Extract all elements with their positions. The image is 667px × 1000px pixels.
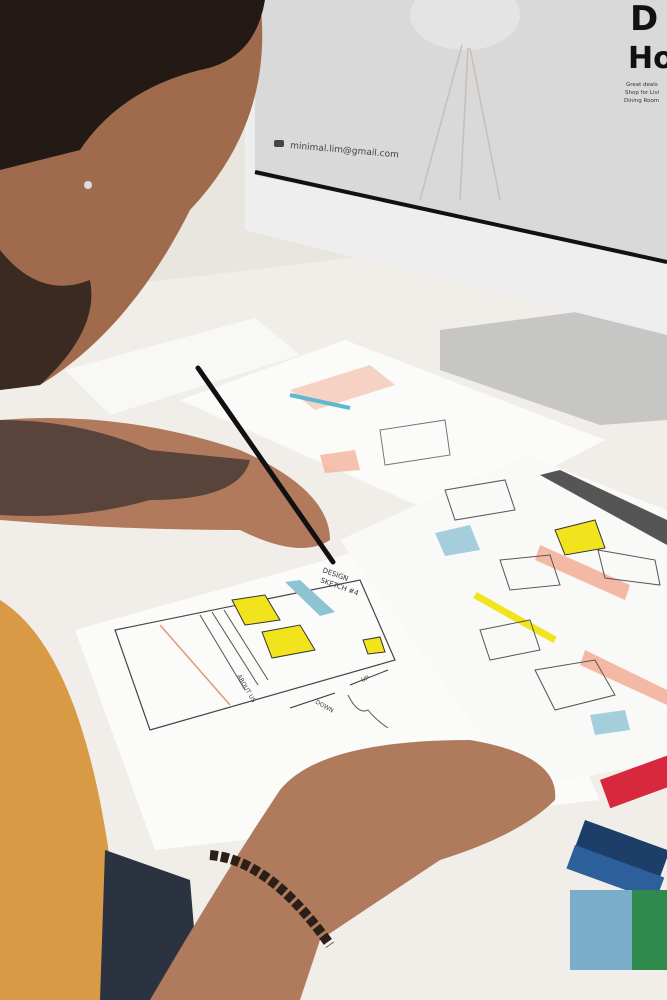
pencil: [195, 365, 336, 565]
clipboard-edge: [540, 470, 667, 545]
right-hand: [150, 740, 556, 1000]
monitor-stand: [440, 300, 667, 425]
paper-back-left: [65, 318, 300, 415]
lamp-image: [410, 0, 520, 50]
hair: [0, 0, 265, 170]
monitor-headline-1: D: [630, 0, 658, 39]
bead-bracelet: [209, 850, 335, 948]
beard: [0, 250, 92, 390]
monitor-headline-2: Ho: [628, 41, 667, 76]
color-swatches: [566, 752, 667, 970]
monitor-body-1: Great deals: [626, 82, 658, 88]
monitor-body-2: Shop for Livi: [625, 90, 660, 96]
mail-icon: [274, 140, 284, 147]
tattoo: [0, 420, 250, 516]
earring: [84, 181, 92, 189]
highlight-blue-1: [285, 580, 335, 616]
monitor: minimal.lim@gmail.com D Ho Great deals S…: [245, 0, 667, 425]
monitor-body-3: Dining Room: [624, 98, 659, 104]
wireframe-sketch: DESIGN SKETCH #4 ABOUT US DOWN UP: [114, 479, 667, 735]
shirt: [0, 600, 110, 1000]
highlight-yellow-2: [261, 624, 316, 659]
person: [0, 0, 556, 1000]
highlight-yellow-1: [231, 594, 281, 626]
